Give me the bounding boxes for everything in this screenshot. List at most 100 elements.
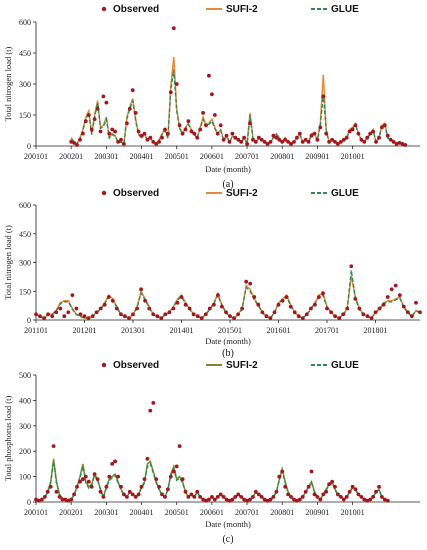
observed-point [131,312,135,317]
observed-point [236,137,241,142]
x-tick-label: 200301 [94,152,118,161]
observed-point [114,306,119,311]
observed-point [78,312,83,317]
observed-point [284,295,289,299]
observed-point [268,140,273,144]
observed-point [199,316,204,320]
observed-point [163,127,167,132]
observed-point [276,302,281,307]
observed-point [127,106,132,111]
observed-point [203,312,208,317]
observed-point [139,484,144,489]
observed-point [48,484,53,489]
observed-point [327,140,331,144]
y-tick-label: 0 [27,498,31,507]
observed-point [347,489,352,494]
observed-point [259,137,264,142]
observed-point [309,133,314,138]
observed-point [394,142,399,146]
observed-point [50,314,55,319]
observed-point [212,497,217,502]
observed-point [147,306,152,311]
observed-point [66,310,71,315]
x-tick-label: 200101 [24,508,48,517]
observed-point [286,140,290,144]
y-tick-label: 100 [19,473,31,482]
x-tick-label: 201201 [73,326,97,335]
y-tick-label: 600 [19,18,31,27]
observed-point [83,474,88,479]
observed-point [201,111,206,115]
observed-point [265,142,270,146]
observed-point [227,498,232,503]
observed-point [280,140,285,144]
y-tick-label: 0 [27,316,31,325]
observed-point [236,492,241,497]
observed-point [86,113,91,117]
observed-point [228,314,232,319]
observed-point [280,298,285,303]
observed-point [256,135,261,140]
observed-point [136,129,141,134]
observed-point [163,495,167,499]
y-tick-label: 300 [19,422,31,431]
observed-point [248,497,252,502]
observed-point [116,474,120,479]
observed-point [220,304,224,309]
observed-point [122,142,126,146]
observed-point [239,495,244,499]
legend-glue-label: GLUE [331,360,359,371]
observed-point [195,489,200,494]
observed-point [347,129,352,134]
glue-series-line [35,270,421,319]
observed-point [102,302,107,307]
x-tick-label: 200201 [59,152,83,161]
observed-point [187,306,192,311]
observed-point [151,140,156,144]
observed-point [325,306,329,311]
observed-point [418,310,422,315]
observed-point [130,88,135,93]
observed-point [277,474,282,479]
observed-point [40,497,44,502]
observed-point [391,140,396,144]
y-tick-label: 450 [19,49,31,58]
x-tick-label: 201701 [315,326,339,335]
observed-point [349,264,354,269]
x-tick-label: 200901 [305,508,329,517]
observed-point [216,293,220,297]
observed-point [369,316,374,320]
observed-point [45,489,50,494]
observed-point [303,489,308,494]
observed-point [191,312,196,317]
observed-point [224,310,228,315]
observed-point [244,279,249,284]
y-tick-label: 150 [19,287,31,296]
observed-point [309,306,313,311]
observed-point [215,495,220,499]
observed-point [221,137,226,142]
observed-point [186,495,191,499]
observed-point [397,141,402,145]
observed-point [406,310,410,315]
observed-point [210,495,214,499]
observed-point [337,316,342,320]
observed-point [297,131,302,136]
observed-point [313,302,317,307]
sufi2-series-line [35,275,421,320]
legend-sufi2-label: SUFI-2 [226,188,258,199]
observed-point [166,487,170,492]
observed-point [201,497,206,502]
observed-point [183,489,188,494]
observed-point [168,90,173,95]
observed-point [292,497,296,502]
x-tick-label: 200501 [165,508,189,517]
observed-point [75,143,79,147]
observed-point [321,291,325,296]
observed-point [143,298,148,303]
x-tick-label: 200101 [24,152,48,161]
observed-point [186,119,191,124]
observed-point [240,306,245,311]
observed-point [151,401,156,405]
